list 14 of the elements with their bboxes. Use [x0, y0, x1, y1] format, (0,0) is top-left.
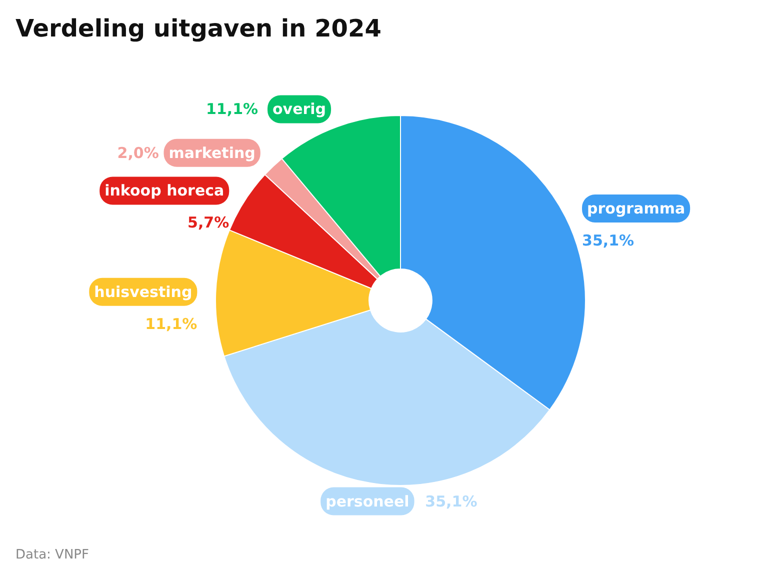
slice-label: programma — [587, 199, 686, 218]
data-label: 11,1% — [145, 314, 198, 333]
data-label: 35,1% — [582, 231, 634, 250]
slice-label: inkoop horeca — [104, 182, 224, 200]
slice-label: marketing — [168, 144, 256, 162]
chart-title: Verdeling uitgaven in 2024 — [16, 14, 382, 42]
slice-label: huisvesting — [94, 282, 192, 301]
slice-label: personeel — [326, 492, 410, 510]
slice-label: overig — [272, 100, 326, 118]
data-label: 35,1% — [425, 492, 478, 510]
data-label: 2,0% — [117, 144, 159, 162]
data-label: 11,1% — [206, 100, 258, 118]
text: Data: VNPF — [16, 548, 89, 562]
data-label: 5,7% — [188, 214, 230, 232]
